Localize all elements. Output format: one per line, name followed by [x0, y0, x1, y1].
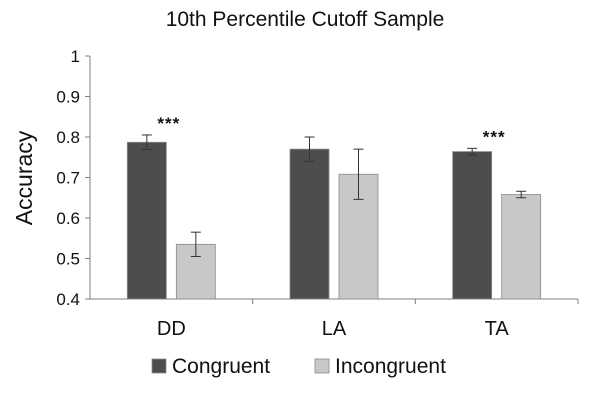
axes: 0.4 0.5 0.6 0.7 0.8 0.9 1 DD LA TA	[56, 47, 579, 340]
y-tick-label: 0.4	[56, 290, 80, 309]
bar-incongruent	[501, 194, 542, 300]
legend: Congruent Incongruent	[151, 355, 446, 378]
legend-label-congruent: Congruent	[172, 355, 270, 378]
y-tick-label: 0.6	[56, 209, 80, 228]
significance-marker: ***	[157, 114, 180, 133]
legend-label-incongruent: Incongruent	[335, 355, 446, 378]
y-tick-label: 0.8	[56, 128, 80, 147]
bar-congruent	[126, 141, 167, 300]
x-tick-label: LA	[322, 318, 347, 340]
y-tick-label: 0.7	[56, 169, 80, 188]
y-axis-label: Accuracy	[11, 130, 37, 225]
x-tick-label: TA	[485, 318, 510, 340]
legend-swatch-incongruent	[314, 358, 330, 374]
significance-marker: ***	[483, 127, 506, 146]
x-tick-label: DD	[157, 318, 186, 340]
bars: *** ***	[126, 114, 542, 300]
y-tick-label: 1	[71, 47, 80, 66]
legend-swatch-congruent	[151, 358, 167, 374]
y-tick-label: 0.5	[56, 250, 80, 269]
y-tick-label: 0.9	[56, 88, 80, 107]
bar-congruent	[289, 148, 330, 300]
bar-congruent	[452, 151, 493, 300]
chart-title: 10th Percentile Cutoff Sample	[166, 8, 445, 31]
